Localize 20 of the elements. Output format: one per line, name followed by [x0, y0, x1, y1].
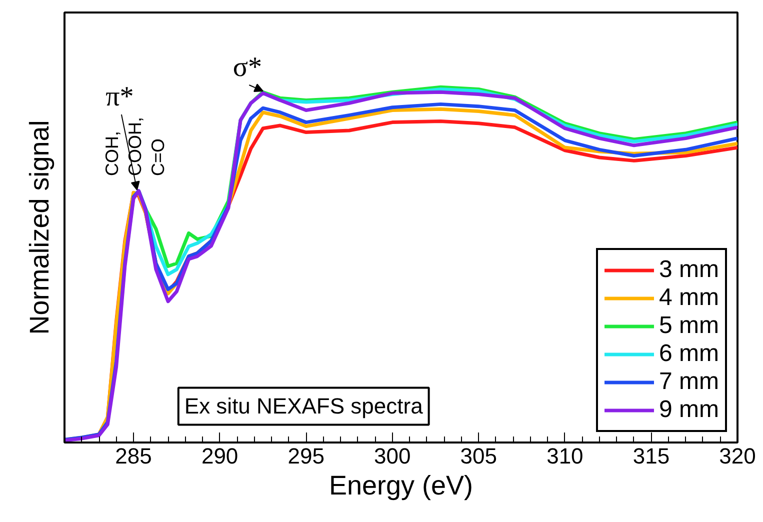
legend-label: 6 mm: [659, 340, 719, 368]
annotation: σ*: [232, 52, 262, 84]
legend-label: 7 mm: [659, 368, 719, 396]
legend-label: 3 mm: [659, 256, 719, 284]
annotation: Ex situ NEXAFS spectra: [184, 394, 424, 419]
x-tick-label: 300: [374, 444, 411, 468]
annotation: π*: [106, 82, 134, 113]
legend-label: 5 mm: [659, 312, 719, 340]
legend-label: 4 mm: [659, 284, 719, 312]
x-axis-title: Energy (eV): [328, 470, 474, 500]
x-tick-label: 315: [632, 444, 670, 468]
legend-label: 9 mm: [659, 396, 719, 424]
y-axis-title: Normalized signal: [24, 120, 54, 335]
x-tick-label: 305: [460, 444, 498, 468]
x-tick-label: 320: [719, 444, 756, 468]
annotation: COH, COOH, C=O: [102, 116, 168, 176]
x-tick-label: 290: [201, 444, 238, 468]
x-tick-label: 310: [546, 444, 584, 468]
x-tick-label: 295: [288, 444, 324, 468]
x-tick-label: 285: [115, 444, 152, 468]
